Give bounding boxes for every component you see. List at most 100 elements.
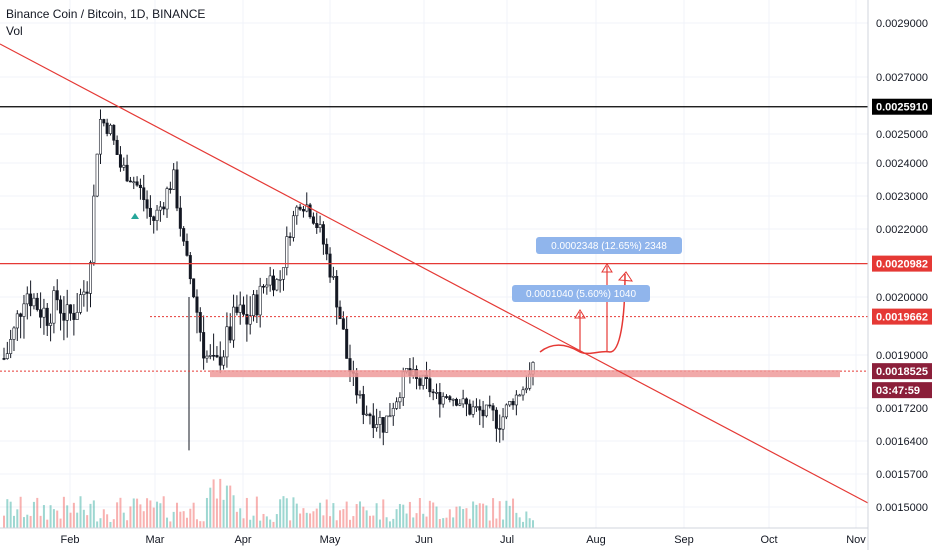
candle-body	[524, 387, 528, 391]
measure-text-small: 0.0001040 (5.60%) 1040	[526, 289, 637, 300]
volume-bar	[495, 518, 498, 528]
volume-bar	[162, 496, 165, 528]
candle-body	[208, 355, 212, 357]
volume-bar	[372, 515, 375, 528]
arrow-head-icon	[617, 271, 633, 282]
time-axis-label: Feb	[61, 534, 80, 546]
volume-indicator-label[interactable]: Vol	[6, 24, 23, 38]
volume-bar	[46, 519, 49, 528]
volume-bar	[159, 503, 162, 528]
volume-bar	[146, 498, 149, 528]
candle-body	[138, 184, 142, 189]
price-axis-label: 0.0022000	[876, 224, 928, 236]
volume-bar	[12, 515, 15, 528]
measure-label-large[interactable]	[536, 237, 682, 254]
volume-bar	[22, 517, 25, 528]
volume-bar	[169, 521, 172, 528]
candle-body	[378, 417, 382, 425]
volume-bar	[136, 498, 139, 528]
volume-bar	[378, 519, 381, 528]
time-axis-label: Mar	[146, 534, 165, 546]
candle-body	[471, 406, 475, 415]
volume-bar	[52, 509, 55, 528]
price-tag-black-box	[872, 98, 932, 115]
volume-bar	[432, 502, 435, 528]
volume-bar	[412, 517, 415, 528]
volume-bar	[445, 517, 448, 528]
volume-bar	[305, 512, 308, 528]
candle-body	[295, 206, 299, 217]
candle-body	[39, 309, 43, 318]
candle-body	[55, 290, 59, 301]
volume-bar	[462, 508, 465, 528]
candle-body	[458, 403, 462, 406]
volume-bar	[205, 497, 208, 528]
volume-bar	[245, 497, 248, 528]
volume-bar	[518, 517, 521, 528]
candle-body	[365, 413, 369, 416]
volume-bar	[109, 521, 112, 528]
candle-body	[122, 164, 126, 168]
time-axis[interactable]: Feb Mar Apr May Jun Jul Aug Sep Oct Nov	[0, 527, 868, 546]
candle-body	[375, 424, 379, 429]
candle-body	[118, 154, 122, 168]
projection-path[interactable]	[539, 273, 626, 355]
price-axis-label: 0.0019000	[876, 350, 928, 362]
candle-body	[92, 195, 96, 263]
candle-body	[225, 326, 229, 358]
volume-bar	[132, 498, 135, 528]
volume-bar	[195, 519, 198, 528]
volume-bar	[32, 501, 35, 528]
volume-bar	[96, 521, 99, 528]
volume-bar	[129, 506, 132, 528]
volume-bar	[209, 487, 212, 528]
candle-body	[461, 398, 465, 405]
candle-body	[454, 398, 458, 406]
candle-body	[474, 406, 478, 408]
price-tag-target-box	[872, 308, 932, 325]
volume-bar	[485, 505, 488, 528]
candle-body	[165, 188, 169, 210]
price-tag-last-box	[872, 363, 932, 380]
volume-bar	[528, 518, 531, 528]
volume-bar	[16, 509, 19, 528]
candle-body	[491, 405, 495, 411]
candle-body	[248, 315, 252, 325]
candle-body	[115, 139, 119, 155]
measure-label-small[interactable]	[512, 285, 650, 302]
volume-bar	[265, 516, 268, 528]
measure-text-large: 0.0002348 (12.65%) 2348	[551, 241, 667, 252]
candle-body	[232, 306, 236, 341]
volume-bar	[3, 515, 5, 528]
candle-body	[438, 392, 442, 405]
volume-bar	[285, 498, 288, 528]
candle-body	[464, 398, 468, 405]
trend-line[interactable]	[0, 43, 869, 504]
volume-bar	[335, 520, 338, 528]
candle-body	[148, 207, 152, 217]
candle-body	[345, 328, 349, 359]
volume-bar	[532, 520, 534, 528]
candle-body	[102, 119, 106, 124]
candle-body	[175, 169, 179, 209]
candle-body	[478, 406, 482, 411]
volume-bar	[482, 503, 485, 528]
price-tag-last: 0.0018525	[876, 366, 928, 378]
volume-bar	[339, 510, 342, 528]
candle-body	[152, 216, 156, 221]
volume-bar	[112, 519, 115, 528]
candle-body	[468, 403, 472, 415]
candle-body	[98, 119, 102, 155]
volume-bar	[415, 513, 418, 528]
time-axis-label: Aug	[586, 534, 606, 546]
symbol-title[interactable]: Binance Coin / Bitcoin, 1D, BINANCE	[6, 7, 206, 21]
price-axis[interactable]: 0.00290000.00270000.00250000.00240000.00…	[867, 0, 932, 550]
volume-bar	[299, 513, 302, 528]
volume-bar	[515, 512, 518, 528]
candle-body	[238, 304, 242, 313]
candle-body	[335, 275, 339, 308]
support-zone[interactable]	[210, 370, 840, 378]
candle-body	[291, 215, 295, 238]
drawing-overlays[interactable]: 0.0001040 (5.60%) 1040 0.0002348 (12.65%)…	[0, 43, 869, 504]
